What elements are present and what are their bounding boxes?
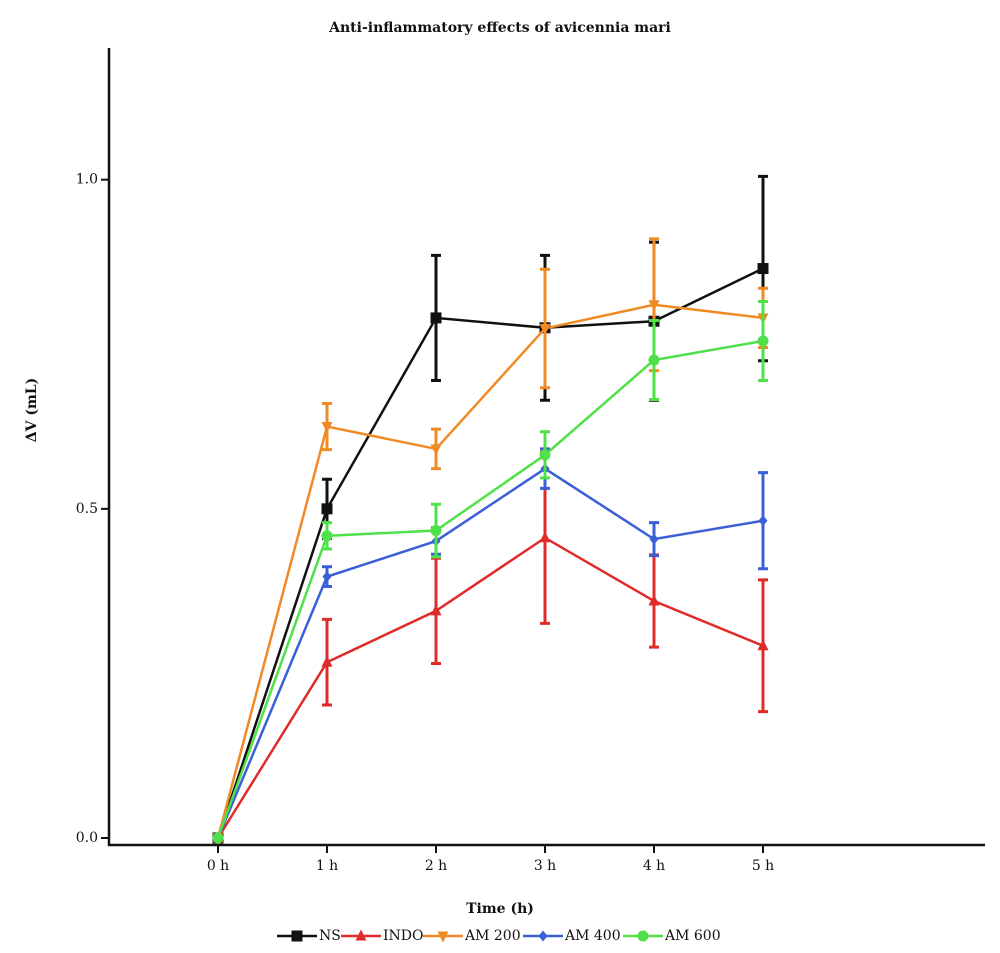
data-point — [539, 531, 551, 543]
legend-marker — [355, 929, 367, 941]
data-point — [430, 604, 442, 616]
data-point — [757, 335, 769, 347]
y-tick-label: 1.0 — [76, 172, 98, 188]
data-point — [430, 312, 442, 324]
data-point — [321, 655, 333, 667]
legend-marker — [291, 930, 303, 942]
chart-title: Anti-inflammatory effects of avicennia m… — [328, 20, 671, 36]
legend-label: AM 400 — [564, 928, 621, 944]
data-point — [321, 422, 333, 434]
x-tick-label: 3 h — [534, 858, 556, 874]
series-line — [216, 267, 764, 839]
x-tick-label: 0 h — [207, 858, 229, 874]
data-point — [539, 449, 551, 461]
legend-marker — [637, 930, 649, 942]
data-point — [649, 533, 659, 545]
y-tick-label: 0.0 — [76, 830, 98, 846]
legend-label: NS — [319, 928, 341, 944]
y-tick-label: 0.5 — [76, 501, 98, 517]
x-tick-label: 4 h — [643, 858, 665, 874]
legend-marker — [437, 931, 449, 943]
legend-label: INDO — [383, 928, 423, 944]
data-point — [648, 594, 660, 606]
data-point — [321, 530, 333, 542]
data-point — [539, 323, 551, 335]
series-line — [216, 536, 764, 839]
data-point — [757, 639, 769, 651]
series-line — [216, 303, 764, 839]
data-point — [430, 525, 442, 537]
x-tick-label: 1 h — [316, 858, 338, 874]
data-point — [648, 300, 660, 312]
legend-marker — [538, 930, 548, 942]
series-line — [216, 467, 764, 839]
x-tick-label: 5 h — [752, 858, 774, 874]
y-axis-label: ΔV (mL) — [24, 378, 40, 443]
series-line — [216, 339, 764, 839]
x-tick-label: 2 h — [425, 858, 447, 874]
data-point — [758, 515, 768, 527]
data-point — [648, 354, 660, 366]
data-point — [321, 503, 333, 515]
data-point — [322, 571, 332, 583]
legend-label: AM 200 — [464, 928, 521, 944]
data-point — [212, 832, 224, 844]
x-axis-label: Time (h) — [466, 901, 534, 917]
data-point — [757, 263, 769, 275]
data-point — [430, 444, 442, 456]
legend-label: AM 600 — [664, 928, 721, 944]
